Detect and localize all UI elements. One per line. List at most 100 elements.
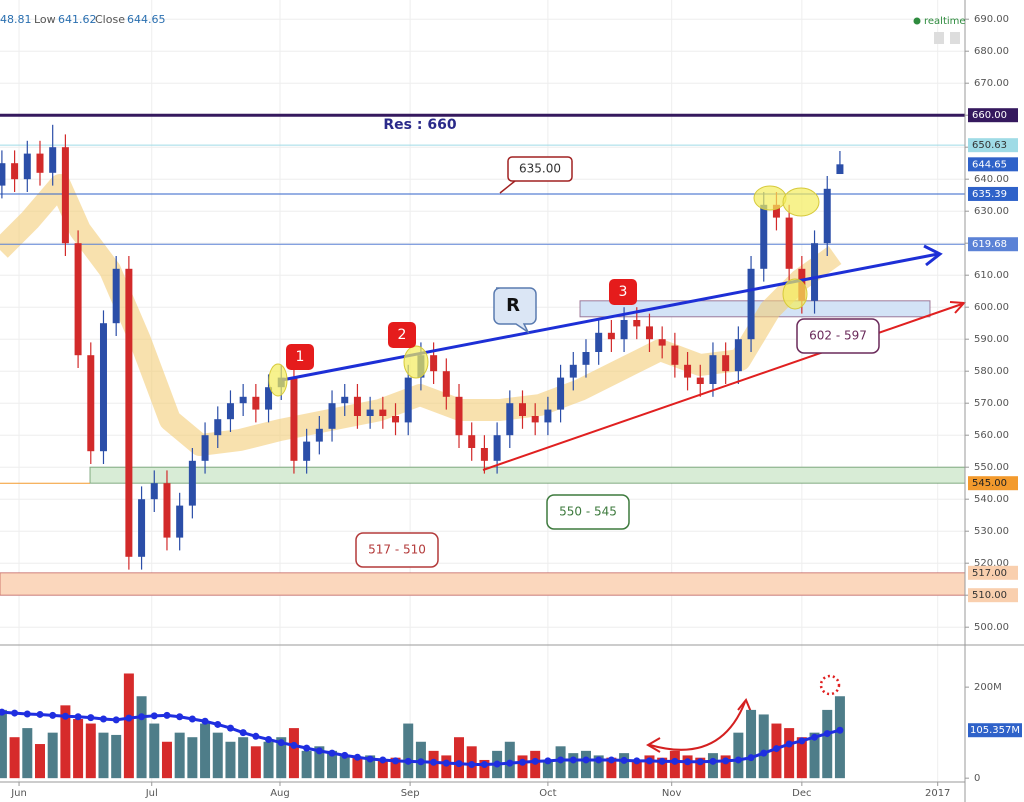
candle-body	[531, 416, 539, 423]
header-label: Close	[95, 13, 125, 26]
candle-body	[239, 396, 247, 404]
ma-dot	[417, 758, 425, 766]
button[interactable]	[934, 32, 944, 44]
candle-body	[366, 409, 374, 416]
zone-label: 550 - 545	[559, 505, 617, 519]
volume-bar	[746, 709, 757, 779]
candle-body	[214, 419, 222, 436]
callout-pointer	[499, 180, 516, 194]
ma-dot	[696, 758, 704, 766]
volume-highlight	[819, 674, 841, 696]
x-tick-label: Oct	[539, 788, 556, 799]
x-tick-label: 2017	[925, 788, 950, 799]
candle-body	[404, 377, 412, 423]
ma-dot	[239, 729, 247, 737]
ma-dot	[392, 757, 400, 765]
y-tick-label: 570.00	[974, 398, 1009, 409]
marker-label: 3	[619, 284, 628, 300]
candle-body	[188, 460, 196, 506]
candle-body	[506, 403, 514, 436]
candle-body	[112, 268, 120, 324]
candles	[0, 124, 844, 570]
ma-dot	[607, 756, 615, 764]
ma-ribbon	[0, 174, 842, 456]
ma-dot	[823, 730, 831, 738]
x-tick-label: Sep	[401, 788, 420, 799]
volume-bar	[73, 719, 84, 779]
volume-bar	[111, 734, 122, 779]
highlight	[782, 278, 808, 310]
resistance-label: Res : 660	[383, 117, 456, 133]
ma-dot	[595, 756, 603, 764]
volume-bar	[174, 732, 185, 779]
ma-dot	[455, 760, 463, 768]
volume-bar	[161, 741, 172, 779]
highlight	[403, 345, 429, 379]
volume-bar	[606, 757, 617, 779]
y-tick-label: 0	[974, 773, 980, 784]
volume-bar	[187, 737, 198, 779]
ma-dot	[226, 724, 234, 732]
highlight	[753, 185, 787, 211]
ma-dot	[671, 757, 679, 765]
button[interactable]	[950, 32, 960, 44]
volume-bar	[288, 728, 299, 779]
candle-body	[328, 403, 336, 429]
volume-bar	[263, 741, 274, 779]
ma-dot	[544, 757, 552, 765]
volume-bar	[720, 755, 731, 779]
y-tick-label: 630.00	[974, 206, 1009, 217]
marker-box	[286, 344, 314, 370]
trend-line	[281, 252, 939, 382]
volume-bar	[568, 753, 579, 779]
candle-body	[0, 163, 6, 186]
ma-dot	[468, 761, 476, 769]
y-tick-label: 610.00	[974, 270, 1009, 281]
level-label: 635.39	[972, 189, 1007, 200]
ma-dot	[150, 712, 158, 720]
ma-dot	[404, 757, 412, 765]
ma-dot	[214, 720, 222, 728]
volume-bar	[60, 705, 71, 779]
candle-body	[645, 326, 653, 340]
ma-dot	[74, 713, 82, 721]
ma-dot	[49, 711, 57, 719]
ma-dot	[163, 711, 171, 719]
ma-dot	[290, 741, 298, 749]
candle-body	[734, 339, 742, 372]
annotations: Res : 660 635.00 R 1 2 3 517 - 510 550 - …	[268, 117, 967, 753]
highlight	[782, 187, 820, 217]
candle-body	[569, 364, 577, 378]
ma-dot	[531, 757, 539, 765]
candle-body	[341, 396, 349, 404]
candle-body	[226, 403, 234, 420]
volume-bar	[136, 696, 147, 779]
x-tick-label: Nov	[662, 788, 682, 799]
y-tick-label: 520.00	[974, 558, 1009, 569]
volume-bar	[365, 755, 376, 779]
marker-box	[388, 322, 416, 348]
level-marker	[968, 138, 1018, 153]
volume-bar	[542, 759, 553, 779]
volume-bar	[695, 757, 706, 779]
level-label: 517.00	[972, 568, 1007, 579]
candle-body	[430, 355, 438, 372]
candle-body	[747, 268, 755, 340]
ma-dot	[188, 715, 196, 723]
candle-body	[11, 163, 19, 180]
ma-dot	[836, 726, 844, 734]
level-marker	[968, 565, 1018, 580]
candle-body	[201, 435, 209, 461]
volume-bar	[834, 696, 845, 779]
volume-bar	[212, 732, 223, 779]
ma-dot	[99, 715, 107, 723]
candle-body	[36, 153, 44, 173]
realtime-dot	[913, 17, 921, 25]
volume-panel	[0, 673, 845, 779]
volume-bar	[327, 750, 338, 779]
marker-box	[609, 279, 637, 305]
candle-body	[353, 396, 361, 416]
candle-body	[671, 345, 679, 365]
x-tick-label: Dec	[792, 788, 811, 799]
